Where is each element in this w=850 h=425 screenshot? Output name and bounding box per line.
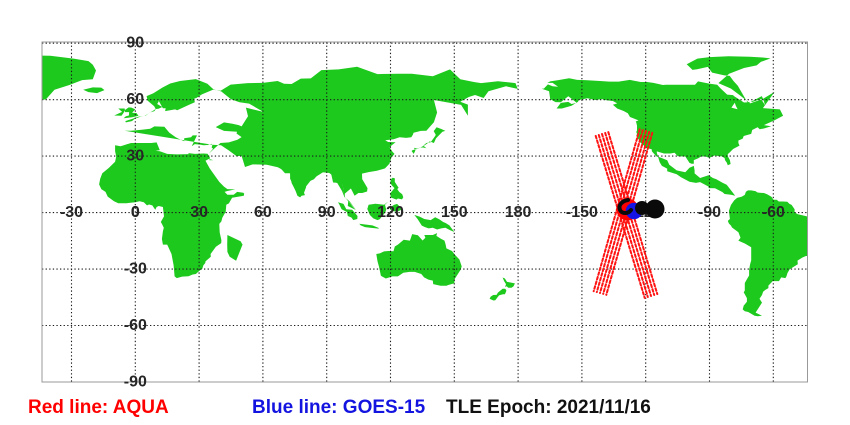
svg-text:90: 90 — [126, 35, 144, 52]
svg-text:30: 30 — [126, 148, 144, 165]
svg-text:30: 30 — [190, 204, 208, 221]
svg-text:-60: -60 — [124, 317, 147, 334]
svg-text:0: 0 — [131, 204, 140, 221]
svg-text:TLE Epoch: 2021/11/16: TLE Epoch: 2021/11/16 — [446, 397, 651, 418]
svg-text:-60: -60 — [762, 204, 785, 221]
svg-text:-150: -150 — [566, 204, 598, 221]
svg-text:180: 180 — [505, 204, 532, 221]
svg-text:-90: -90 — [124, 374, 147, 391]
svg-text:90: 90 — [318, 204, 336, 221]
svg-text:60: 60 — [254, 204, 272, 221]
svg-text:150: 150 — [441, 204, 468, 221]
svg-text:-90: -90 — [698, 204, 721, 221]
svg-text:-30: -30 — [124, 261, 147, 278]
svg-text:-30: -30 — [60, 204, 83, 221]
svg-text:120: 120 — [377, 204, 404, 221]
svg-text:60: 60 — [126, 91, 144, 108]
svg-text:Blue line: GOES-15: Blue line: GOES-15 — [252, 397, 426, 418]
svg-text:Red line: AQUA: Red line: AQUA — [28, 397, 169, 418]
